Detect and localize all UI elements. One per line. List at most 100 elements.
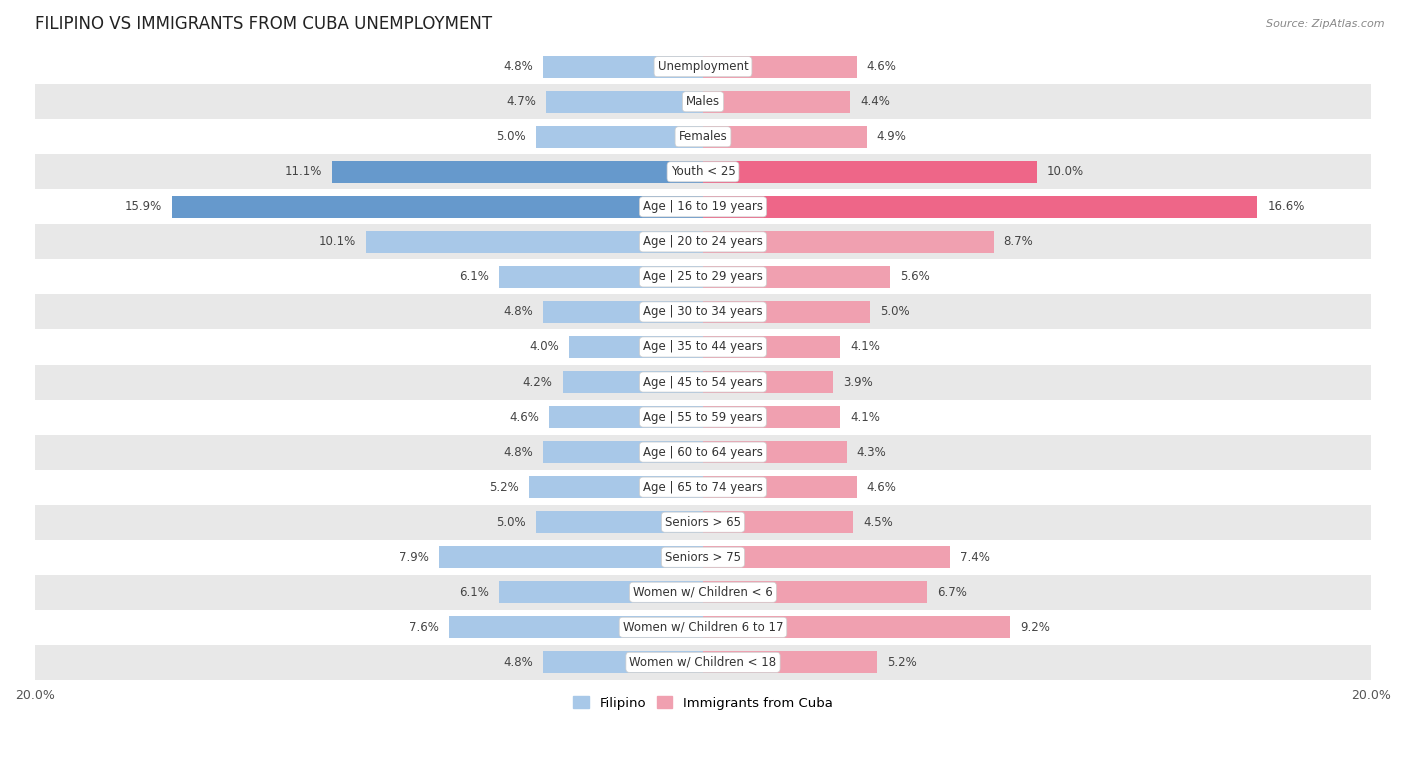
Text: 7.6%: 7.6% bbox=[409, 621, 439, 634]
Bar bbox=[550, 407, 703, 428]
Bar bbox=[35, 294, 1371, 329]
Bar bbox=[35, 505, 1371, 540]
Text: FILIPINO VS IMMIGRANTS FROM CUBA UNEMPLOYMENT: FILIPINO VS IMMIGRANTS FROM CUBA UNEMPLO… bbox=[35, 15, 492, 33]
Text: 4.8%: 4.8% bbox=[503, 446, 533, 459]
Text: 9.2%: 9.2% bbox=[1021, 621, 1050, 634]
Bar bbox=[35, 224, 1371, 260]
Bar bbox=[35, 365, 1371, 400]
Bar bbox=[35, 610, 1371, 645]
Text: Seniors > 75: Seniors > 75 bbox=[665, 550, 741, 564]
Text: 5.0%: 5.0% bbox=[496, 130, 526, 143]
Bar bbox=[703, 231, 994, 253]
Bar bbox=[35, 189, 1371, 224]
Bar bbox=[366, 231, 703, 253]
Text: Age | 45 to 54 years: Age | 45 to 54 years bbox=[643, 375, 763, 388]
Bar bbox=[35, 120, 1371, 154]
Text: 7.9%: 7.9% bbox=[399, 550, 429, 564]
Bar bbox=[703, 581, 927, 603]
Bar bbox=[703, 407, 839, 428]
Bar bbox=[449, 616, 703, 638]
Text: Women w/ Children < 18: Women w/ Children < 18 bbox=[630, 656, 776, 669]
Text: Age | 16 to 19 years: Age | 16 to 19 years bbox=[643, 201, 763, 213]
Text: 5.6%: 5.6% bbox=[900, 270, 929, 283]
Text: Women w/ Children < 6: Women w/ Children < 6 bbox=[633, 586, 773, 599]
Bar bbox=[703, 266, 890, 288]
Text: Age | 30 to 34 years: Age | 30 to 34 years bbox=[643, 305, 763, 319]
Text: 8.7%: 8.7% bbox=[1004, 235, 1033, 248]
Text: 4.8%: 4.8% bbox=[503, 305, 533, 319]
Text: 3.9%: 3.9% bbox=[844, 375, 873, 388]
Text: 4.6%: 4.6% bbox=[509, 410, 540, 424]
Bar bbox=[332, 161, 703, 182]
Bar bbox=[703, 371, 834, 393]
Bar bbox=[703, 511, 853, 533]
Text: Seniors > 65: Seniors > 65 bbox=[665, 516, 741, 528]
Text: 5.0%: 5.0% bbox=[496, 516, 526, 528]
Bar bbox=[35, 400, 1371, 435]
Bar bbox=[543, 301, 703, 322]
Bar bbox=[35, 540, 1371, 575]
Text: Youth < 25: Youth < 25 bbox=[671, 165, 735, 179]
Text: 4.2%: 4.2% bbox=[523, 375, 553, 388]
Bar bbox=[703, 547, 950, 568]
Text: Women w/ Children 6 to 17: Women w/ Children 6 to 17 bbox=[623, 621, 783, 634]
Text: 15.9%: 15.9% bbox=[125, 201, 162, 213]
Text: Unemployment: Unemployment bbox=[658, 61, 748, 73]
Text: Age | 25 to 29 years: Age | 25 to 29 years bbox=[643, 270, 763, 283]
Bar bbox=[35, 329, 1371, 365]
Bar bbox=[543, 56, 703, 77]
Bar bbox=[35, 154, 1371, 189]
Text: 11.1%: 11.1% bbox=[285, 165, 322, 179]
Bar bbox=[536, 511, 703, 533]
Bar bbox=[703, 301, 870, 322]
Text: 4.3%: 4.3% bbox=[856, 446, 886, 459]
Text: Age | 55 to 59 years: Age | 55 to 59 years bbox=[643, 410, 763, 424]
Text: 4.1%: 4.1% bbox=[851, 410, 880, 424]
Bar bbox=[35, 49, 1371, 84]
Bar bbox=[703, 336, 839, 358]
Text: Age | 65 to 74 years: Age | 65 to 74 years bbox=[643, 481, 763, 494]
Text: Males: Males bbox=[686, 95, 720, 108]
Bar bbox=[536, 126, 703, 148]
Bar bbox=[529, 476, 703, 498]
Text: 5.2%: 5.2% bbox=[887, 656, 917, 669]
Text: Source: ZipAtlas.com: Source: ZipAtlas.com bbox=[1267, 19, 1385, 29]
Text: Females: Females bbox=[679, 130, 727, 143]
Bar bbox=[35, 84, 1371, 120]
Text: 4.9%: 4.9% bbox=[877, 130, 907, 143]
Bar bbox=[546, 91, 703, 113]
Text: 6.1%: 6.1% bbox=[460, 586, 489, 599]
Bar bbox=[703, 91, 851, 113]
Text: 4.6%: 4.6% bbox=[866, 481, 897, 494]
Bar bbox=[543, 652, 703, 673]
Bar bbox=[543, 441, 703, 463]
Bar bbox=[35, 435, 1371, 469]
Text: 4.8%: 4.8% bbox=[503, 61, 533, 73]
Bar bbox=[703, 441, 846, 463]
Bar bbox=[35, 260, 1371, 294]
Bar bbox=[499, 266, 703, 288]
Bar bbox=[35, 575, 1371, 610]
Bar bbox=[703, 126, 866, 148]
Bar bbox=[439, 547, 703, 568]
Text: 10.0%: 10.0% bbox=[1047, 165, 1084, 179]
Text: 4.7%: 4.7% bbox=[506, 95, 536, 108]
Bar bbox=[172, 196, 703, 218]
Text: Age | 20 to 24 years: Age | 20 to 24 years bbox=[643, 235, 763, 248]
Text: Age | 60 to 64 years: Age | 60 to 64 years bbox=[643, 446, 763, 459]
Bar bbox=[703, 161, 1038, 182]
Bar bbox=[35, 645, 1371, 680]
Bar bbox=[703, 652, 877, 673]
Text: 4.0%: 4.0% bbox=[530, 341, 560, 354]
Text: 10.1%: 10.1% bbox=[318, 235, 356, 248]
Text: 6.7%: 6.7% bbox=[936, 586, 967, 599]
Text: 4.4%: 4.4% bbox=[860, 95, 890, 108]
Bar bbox=[703, 616, 1011, 638]
Text: 16.6%: 16.6% bbox=[1268, 201, 1305, 213]
Text: 5.2%: 5.2% bbox=[489, 481, 519, 494]
Text: 7.4%: 7.4% bbox=[960, 550, 990, 564]
Text: 4.6%: 4.6% bbox=[866, 61, 897, 73]
Legend: Filipino, Immigrants from Cuba: Filipino, Immigrants from Cuba bbox=[568, 691, 838, 715]
Text: 6.1%: 6.1% bbox=[460, 270, 489, 283]
Bar bbox=[703, 56, 856, 77]
